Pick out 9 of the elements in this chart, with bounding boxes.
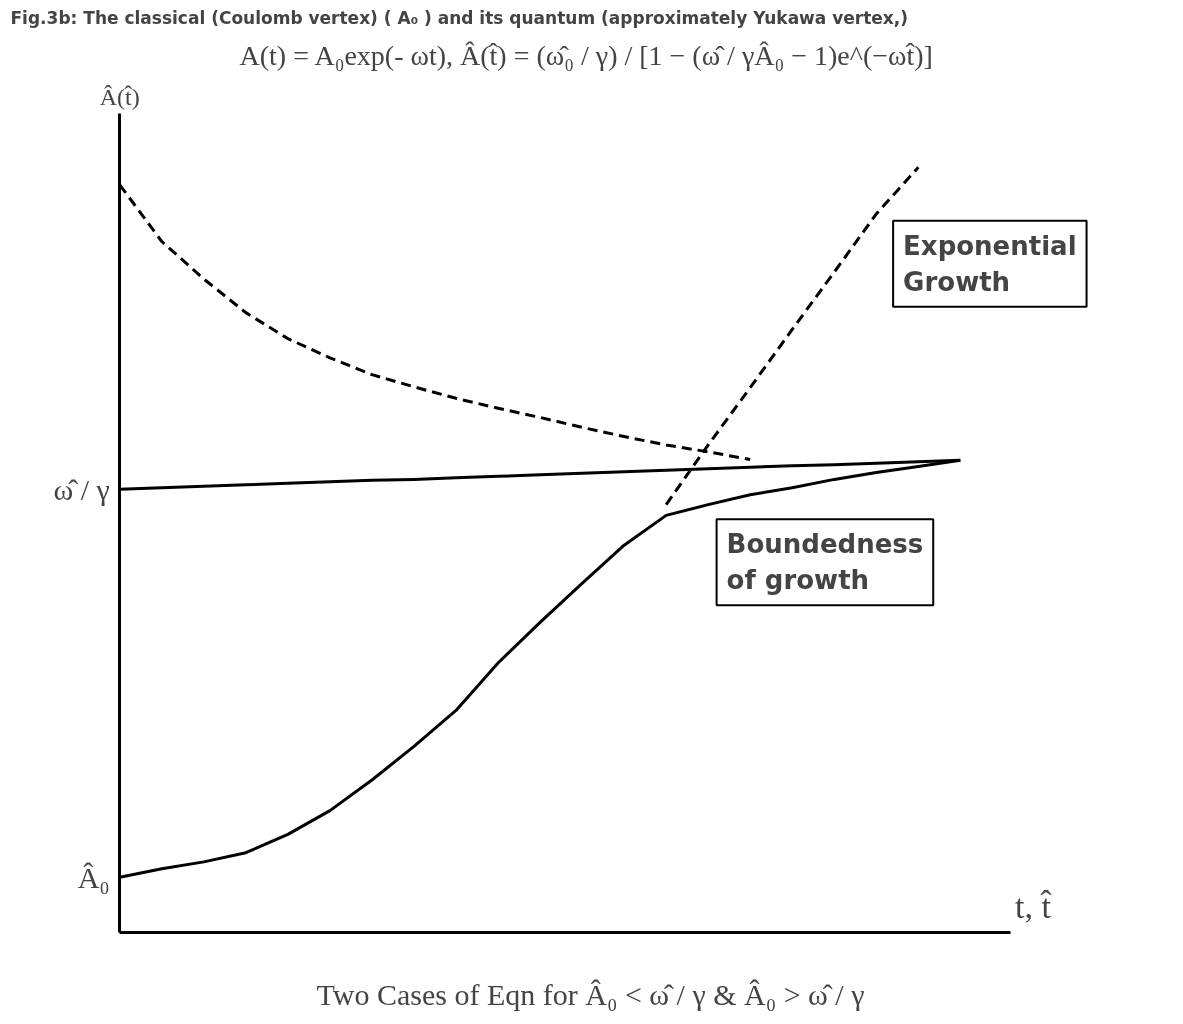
text: Â₀ [77,860,110,894]
x-axis-title: t, t̂ [1014,887,1053,925]
chart-subtitle: A(t) = A₀exp(- ωt), Â(t̂) = (ω̂₀ / γ) / [1 − (ω̂ / γÂ₀ − 1)e^(−ωt̂)] [239,39,933,71]
annotation: Exponential Growth [903,230,1077,297]
text: ω̂ / γ [53,472,110,506]
chart-title: Fig.3b: The classical (Coulomb vertex) ( A₀ ) and its quantum (approximately Yukawa vertex,) [10,7,909,28]
annotation: Boundedness of growth [726,529,924,596]
y-axis-title: Â(t̂) [99,83,140,110]
text: Two Cases of Eqn for Â₀ < ω̂ / γ & Â₀ > ω̂ / γ [316,977,865,1011]
